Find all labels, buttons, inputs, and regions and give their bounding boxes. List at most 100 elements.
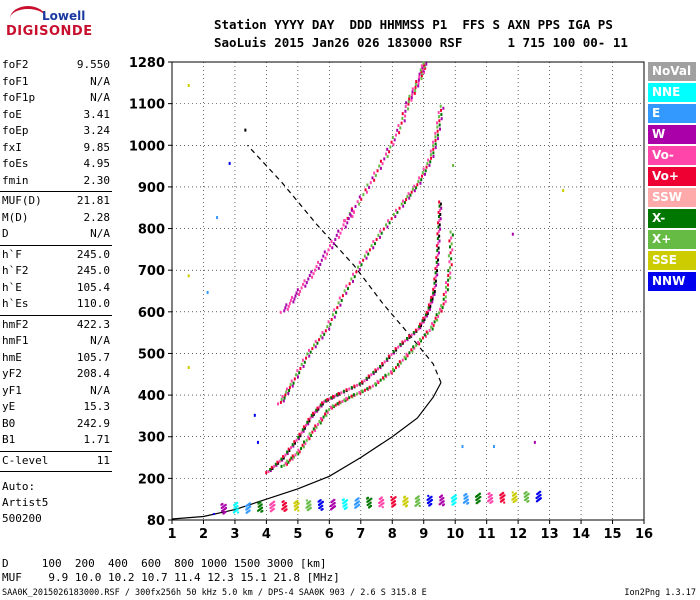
o4-trace-point — [326, 252, 329, 256]
o2-trace-point — [378, 235, 381, 239]
o4-trace-point — [314, 268, 317, 272]
es-trace-point — [428, 504, 431, 507]
o4-trace-point — [296, 288, 299, 292]
x-trace-point — [438, 311, 441, 315]
o4-trace-point — [289, 298, 292, 302]
es-trace-point — [381, 506, 384, 509]
o3-trace-point — [365, 190, 368, 194]
o2-trace-point — [346, 287, 349, 291]
es-trace-point — [341, 499, 344, 502]
es-trace-point — [403, 496, 406, 499]
o3-trace-point — [393, 138, 396, 142]
o-trace-point — [439, 217, 442, 221]
o3-trace-point — [420, 71, 423, 75]
o-trace-point — [437, 210, 440, 214]
param-value: 245.0 — [76, 264, 110, 277]
x-trace-point — [287, 460, 290, 464]
logo-text-bottom: DIGISONDE — [6, 24, 93, 39]
o2-trace-point — [352, 279, 355, 283]
x-tick-label: 10 — [446, 527, 464, 542]
o2-trace-point — [338, 296, 341, 300]
x-trace-point — [447, 283, 450, 287]
o4-trace-point — [308, 273, 311, 277]
stray-echo-point — [216, 216, 219, 220]
es-trace-point — [294, 508, 297, 511]
o3-trace-point — [420, 64, 423, 68]
o-trace-point — [345, 388, 348, 392]
o2-trace-point — [295, 373, 298, 377]
o-trace-point — [298, 432, 301, 436]
o-trace-point — [337, 392, 340, 396]
x-trace-point — [447, 254, 450, 258]
o3-trace-point — [356, 200, 359, 204]
o-trace-point — [318, 405, 321, 409]
legend-item-w: W — [648, 125, 696, 144]
o2-trace-point — [343, 289, 346, 293]
o2-trace-point — [372, 246, 375, 250]
o2-trace-point — [409, 193, 412, 197]
o-trace-point — [433, 277, 436, 281]
o2-trace-point — [291, 384, 294, 388]
x-trace-point — [396, 363, 399, 367]
plot-frame — [171, 61, 645, 521]
param-row-hf2: h`F2 245.0 — [2, 264, 110, 278]
o3-trace-point — [410, 98, 413, 102]
stray-echo-point — [461, 445, 464, 449]
o3-trace-point — [391, 135, 394, 139]
o4-trace-point — [284, 306, 287, 310]
o2-trace-point — [280, 397, 283, 401]
o-trace-point — [274, 462, 277, 466]
param-separator — [0, 191, 112, 192]
o-trace-point — [435, 244, 438, 248]
es-trace-point — [317, 503, 320, 506]
o2-trace-point — [440, 117, 443, 121]
o-trace-point — [399, 342, 402, 346]
o-trace-point — [310, 413, 313, 417]
es-trace-point — [368, 506, 371, 509]
x-trace-point — [394, 366, 397, 370]
o2-trace-point — [284, 393, 287, 397]
o3-trace-point — [418, 72, 421, 76]
o3-trace-point — [424, 66, 427, 70]
o2-trace-point — [377, 233, 380, 237]
o4-trace-point — [344, 225, 347, 229]
o-trace-point — [438, 200, 441, 204]
o3-trace-point — [398, 131, 401, 135]
x-tick-label: 9 — [419, 527, 428, 542]
es-trace-point — [390, 502, 393, 505]
o2-trace-point — [368, 248, 371, 252]
param-row-hf: h`F 245.0 — [2, 248, 110, 262]
o4-trace-point — [279, 310, 282, 314]
o2-trace-point — [305, 356, 308, 360]
param-name: B1 — [2, 433, 16, 446]
o2-trace-point — [438, 119, 441, 123]
o3-trace-point — [422, 61, 425, 65]
stray-echo-point — [452, 164, 455, 168]
es-trace-point — [283, 509, 286, 512]
param-value: 208.4 — [76, 367, 110, 380]
o4-trace-point — [323, 250, 326, 254]
y-tick-label: 1000 — [129, 139, 165, 154]
footer-file-line: SAA0K_2015026183000.RSF / 300fx256h 50 k… — [2, 588, 427, 598]
x-trace-point — [339, 401, 342, 405]
o2-trace-point — [438, 115, 441, 119]
o2-trace-point — [288, 389, 291, 393]
o-trace-point — [436, 248, 439, 252]
es-trace-point — [244, 505, 247, 508]
x-trace-point — [420, 339, 423, 343]
x-trace-point — [326, 411, 329, 415]
param-name: h`Es — [2, 297, 29, 310]
o-trace-point — [286, 450, 289, 454]
y-tick-label: 200 — [138, 472, 165, 487]
o2-trace-point — [313, 343, 316, 347]
x-trace-point — [449, 276, 452, 280]
x-trace-point — [366, 387, 369, 391]
stray-echo-point — [533, 440, 536, 444]
x-trace-point — [290, 456, 293, 460]
o-trace-point — [367, 374, 370, 378]
es-trace-point — [269, 503, 272, 506]
param-name: fmin — [2, 173, 29, 187]
x-trace-point — [418, 337, 421, 341]
o-trace-point — [270, 465, 273, 469]
o-trace-point — [437, 225, 440, 229]
